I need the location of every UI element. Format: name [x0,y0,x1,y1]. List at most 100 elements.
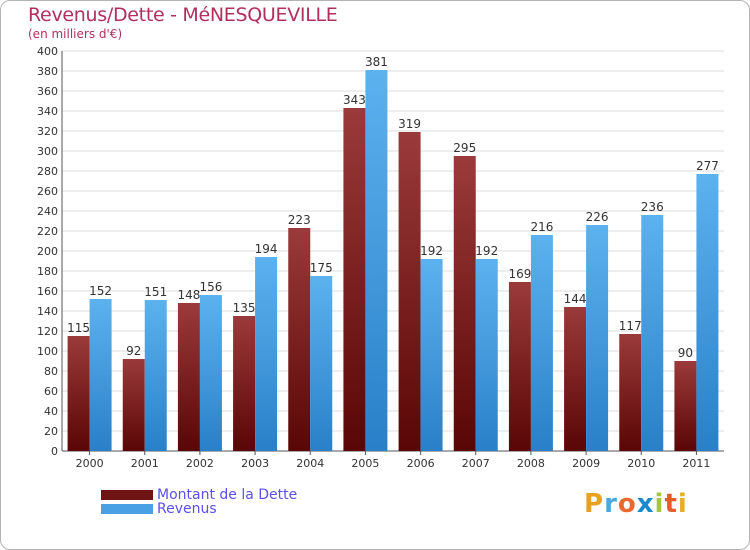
y-tick-label: 20 [44,425,58,438]
data-label-debt: 144 [564,292,587,306]
logo-letter: o [617,489,637,519]
logo-letter: P [584,489,605,519]
bar-debt [233,316,256,451]
y-tick-label: 320 [37,125,58,138]
data-label-debt: 169 [508,267,531,281]
bar-debt [398,132,421,451]
data-label-revenus: 192 [420,244,443,258]
bar-revenus [586,225,609,451]
data-label-revenus: 156 [199,280,222,294]
bar-revenus [144,300,167,451]
data-label-debt: 148 [177,288,200,302]
bar-debt [453,156,476,451]
logo-letter: i [677,489,688,519]
bar-debt [122,359,145,451]
y-tick-label: 280 [37,165,58,178]
y-tick-label: 140 [37,305,58,318]
x-tick-label: 2006 [407,457,435,470]
proxiti-logo: Proxiti [584,489,688,519]
bars [67,70,719,451]
bar-debt [674,361,697,451]
y-tick-label: 400 [37,45,58,58]
y-tick-label: 0 [51,445,58,458]
data-label-revenus: 236 [641,200,664,214]
x-tick-label: 2008 [517,457,545,470]
data-label-revenus: 175 [310,261,333,275]
bar-revenus [89,299,112,451]
axes [61,51,724,455]
data-label-debt: 343 [343,93,366,107]
y-tick-label: 220 [37,225,58,238]
legend-item-debt: Montant de la Dette [101,487,298,503]
data-label-debt: 295 [453,141,476,155]
bar-revenus [255,257,278,451]
grid-lines [62,50,724,432]
y-tick-label: 260 [37,185,58,198]
legend-label-revenus: Revenus [157,501,217,517]
x-tick-label: 2004 [296,457,324,470]
y-tick-label: 120 [37,325,58,338]
data-label-debt: 223 [288,213,311,227]
data-label-debt: 135 [233,301,256,315]
x-tick-label: 2009 [572,457,600,470]
bar-revenus [696,174,719,451]
data-label-revenus: 192 [475,244,498,258]
data-label-revenus: 381 [365,55,388,69]
bar-revenus [530,235,553,451]
y-tick-label: 160 [37,285,58,298]
data-label-revenus: 194 [255,242,278,256]
data-label-debt: 319 [398,117,421,131]
data-label-revenus: 152 [89,284,112,298]
bar-revenus [641,215,664,451]
y-tick-label: 60 [44,385,58,398]
logo-letter: r [604,489,618,519]
bar-debt [564,307,587,451]
logo-letter: x [636,489,655,519]
data-label-revenus: 151 [144,285,167,299]
y-tick-label: 240 [37,205,58,218]
data-label-debt: 115 [67,321,90,335]
logo-letter: i [654,489,665,519]
bar-debt [67,336,90,451]
bar-debt [177,303,200,451]
x-tick-label: 2007 [462,457,490,470]
y-tick-label: 100 [37,345,58,358]
bar-revenus [420,259,443,451]
bar-revenus [475,259,498,451]
data-label-debt: 92 [126,344,141,358]
y-tick-label: 340 [37,105,58,118]
legend-label-debt: Montant de la Dette [157,487,298,503]
data-label-debt: 117 [619,319,642,333]
labels: 0 20 40 60 80 100 120 140 160 180 200 220 240 260 280 3… [37,45,719,470]
legend-swatch-revenus [101,504,153,514]
bar-revenus [365,70,388,451]
bar-debt [508,282,531,451]
legend-item-revenus: Revenus [101,501,217,517]
data-label-revenus: 226 [586,210,609,224]
y-tick-label: 300 [37,145,58,158]
bar-revenus [199,295,222,451]
y-tick-label: 40 [44,405,58,418]
chart-title: Revenus/Dette - MéNESQUEVILLE [28,4,338,26]
data-label-debt: 90 [678,346,693,360]
y-tick-label: 200 [37,245,58,258]
bar-debt [288,228,311,451]
y-tick-label: 360 [37,85,58,98]
bar-debt [343,108,366,451]
x-tick-label: 2003 [241,457,269,470]
x-tick-label: 2011 [682,457,710,470]
y-tick-label: 380 [37,65,58,78]
x-tick-label: 2005 [351,457,379,470]
chart-subtitle: (en milliers d'€) [28,27,123,41]
x-tick-label: 2010 [627,457,655,470]
legend-swatch-debt [101,490,153,500]
x-tick-label: 2002 [186,457,214,470]
x-tick-label: 2001 [131,457,159,470]
data-label-revenus: 216 [530,220,553,234]
x-tick-label: 2000 [76,457,104,470]
data-label-revenus: 277 [696,159,719,173]
y-tick-label: 80 [44,365,58,378]
logo-letter: t [664,489,678,519]
